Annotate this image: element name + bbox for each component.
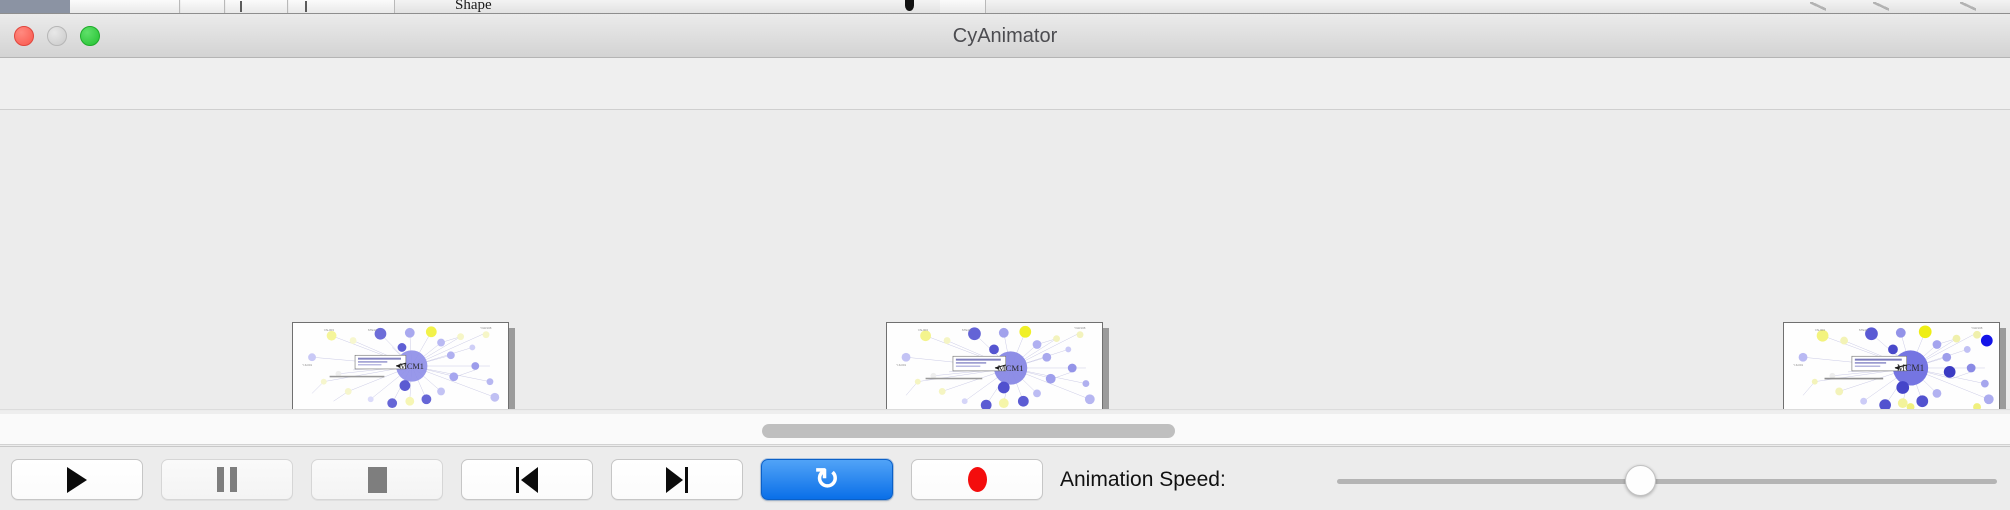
background-segment — [70, 0, 180, 13]
traffic-light-group — [14, 26, 100, 46]
svg-text:YJL001: YJL001 — [302, 363, 312, 367]
background-segment — [940, 0, 986, 13]
animation-speed-slider[interactable] — [1337, 465, 1997, 496]
background-diagonal — [1810, 2, 1826, 11]
skip-end-icon — [664, 466, 690, 493]
background-tick — [305, 1, 307, 12]
background-segment — [226, 0, 288, 13]
svg-text:YGR108: YGR108 — [480, 326, 492, 330]
timeline-scrollbar[interactable] — [0, 411, 2010, 445]
center-node-label: MCM1 — [400, 362, 424, 371]
loop-icon: ↻ — [814, 462, 840, 496]
scrollbar-track[interactable] — [0, 411, 2010, 414]
center-node-label: MCM1 — [998, 363, 1024, 373]
svg-text:YGR108: YGR108 — [1971, 326, 1983, 330]
close-window-button[interactable] — [14, 26, 34, 46]
background-tick — [240, 1, 242, 12]
thumbnail-network-view: YJL001 YAL003 STE12 YGR108 MCM1 — [1783, 322, 2000, 409]
background-segment — [289, 0, 395, 13]
play-icon — [67, 466, 87, 493]
svg-text:YGR108: YGR108 — [1074, 326, 1086, 330]
window-title: CyAnimator — [952, 25, 1058, 47]
timeline-frame-thumbnail[interactable]: YJL001 YAL003 STE12 YGR108 MCM1 — [886, 322, 1109, 409]
timeline-frame-thumbnail[interactable]: YJL001 YAL003 STE12 YGR108 MCM1 — [1783, 322, 2006, 409]
timeline-frame-thumbnail[interactable]: YJL001 YAL003 STE12 YGR108 MCM1 — [292, 322, 515, 409]
background-glyph — [905, 0, 914, 11]
stop-button[interactable] — [311, 459, 443, 500]
svg-text:YJL001: YJL001 — [1793, 363, 1803, 367]
animation-speed-label: Animation Speed: — [1060, 468, 1226, 491]
background-segment — [181, 0, 225, 13]
svg-text:YAL003: YAL003 — [918, 328, 929, 332]
thumbnail-network-view: YJL001 YAL003 STE12 YGR108 MCM1 — [886, 322, 1103, 409]
network-graph-2: YJL001 YAL003 STE12 YGR108 MCM1 — [896, 326, 1095, 409]
loop-button[interactable]: ↻ — [761, 459, 893, 500]
svg-text:YAL003: YAL003 — [1815, 328, 1826, 332]
toolbar: + Clear All Frames — [0, 58, 2010, 154]
slider-thumb[interactable] — [1625, 465, 1656, 496]
slider-track[interactable] — [1337, 479, 1997, 484]
pause-icon — [217, 467, 237, 492]
play-button[interactable] — [11, 459, 143, 500]
timeline-panel[interactable]: YJL001 YAL003 STE12 YGR108 MCM1 — [0, 110, 2010, 410]
background-window-label: Shape — [455, 0, 492, 13]
stop-icon — [367, 466, 387, 493]
record-button[interactable] — [911, 459, 1043, 500]
network-graph-1: YJL001 YAL003 STE12 YGR108 MCM1 — [302, 326, 500, 409]
skip-to-end-button[interactable] — [611, 459, 743, 500]
svg-text:STE12: STE12 — [1859, 328, 1868, 332]
background-window-sliver: Shape — [0, 0, 2010, 14]
scrollbar-thumb[interactable] — [762, 424, 1175, 438]
center-node-label: MCM1 — [1897, 364, 1925, 374]
svg-text:YJL001: YJL001 — [896, 363, 906, 367]
title-bar: CyAnimator — [0, 14, 2010, 58]
thumbnail-network-view: YJL001 YAL003 STE12 YGR108 MCM1 — [292, 322, 509, 409]
background-diagonal — [1873, 2, 1889, 11]
skip-to-start-button[interactable] — [461, 459, 593, 500]
background-diagonal — [1960, 2, 1976, 11]
playback-controls: ↻ Animation Speed: — [0, 446, 2010, 510]
maximize-window-button[interactable] — [80, 26, 100, 46]
pause-button[interactable] — [161, 459, 293, 500]
background-selection — [0, 0, 70, 13]
skip-start-icon — [514, 466, 540, 493]
record-icon — [967, 467, 987, 492]
network-graph-3: YJL001 YAL003 STE12 YGR108 MCM1 — [1793, 325, 1994, 409]
svg-text:STE12: STE12 — [368, 328, 377, 332]
minimize-window-button[interactable] — [47, 26, 67, 46]
svg-text:YAL003: YAL003 — [324, 328, 335, 332]
svg-text:STE12: STE12 — [962, 328, 971, 332]
